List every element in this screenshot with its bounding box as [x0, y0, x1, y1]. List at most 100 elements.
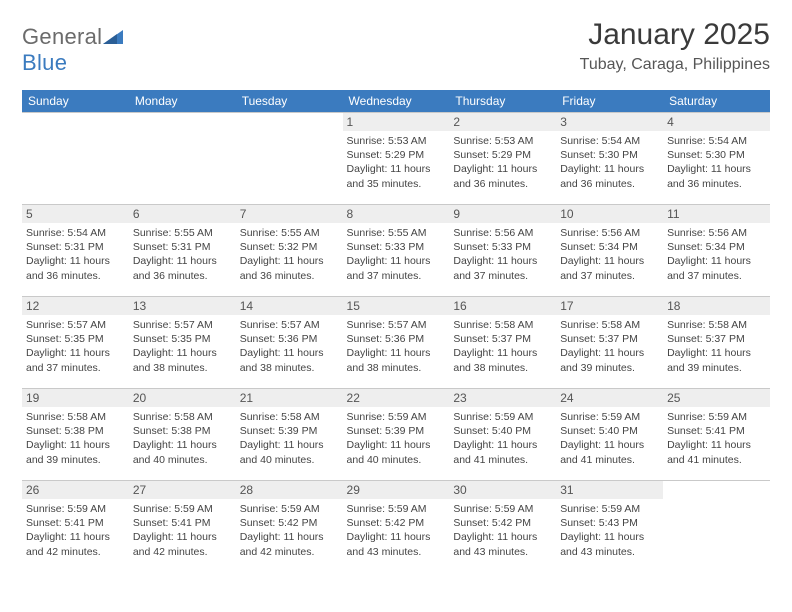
- daylight-line: Daylight: 11 hours and 37 minutes.: [347, 254, 446, 282]
- day-details: Sunrise: 5:57 AMSunset: 5:36 PMDaylight:…: [240, 318, 339, 375]
- day-number: 16: [449, 297, 556, 315]
- day-cell: 30Sunrise: 5:59 AMSunset: 5:42 PMDayligh…: [449, 481, 556, 573]
- sunset-line: Sunset: 5:33 PM: [453, 240, 552, 254]
- sunrise-line: Sunrise: 5:58 AM: [240, 410, 339, 424]
- sunrise-line: Sunrise: 5:58 AM: [26, 410, 125, 424]
- sunset-line: Sunset: 5:39 PM: [240, 424, 339, 438]
- day-cell: 11Sunrise: 5:56 AMSunset: 5:34 PMDayligh…: [663, 205, 770, 297]
- day-details: Sunrise: 5:57 AMSunset: 5:35 PMDaylight:…: [133, 318, 232, 375]
- sunrise-line: Sunrise: 5:59 AM: [240, 502, 339, 516]
- sunset-line: Sunset: 5:41 PM: [133, 516, 232, 530]
- sunset-line: Sunset: 5:41 PM: [26, 516, 125, 530]
- day-number: 4: [663, 113, 770, 131]
- day-details: Sunrise: 5:56 AMSunset: 5:34 PMDaylight:…: [560, 226, 659, 283]
- day-header-monday: Monday: [129, 90, 236, 113]
- day-details: Sunrise: 5:59 AMSunset: 5:42 PMDaylight:…: [453, 502, 552, 559]
- day-cell: 26Sunrise: 5:59 AMSunset: 5:41 PMDayligh…: [22, 481, 129, 573]
- day-cell-empty: [22, 113, 129, 205]
- sunset-line: Sunset: 5:40 PM: [560, 424, 659, 438]
- day-number: 3: [556, 113, 663, 131]
- day-details: Sunrise: 5:59 AMSunset: 5:41 PMDaylight:…: [667, 410, 766, 467]
- day-details: Sunrise: 5:59 AMSunset: 5:42 PMDaylight:…: [347, 502, 446, 559]
- day-details: Sunrise: 5:54 AMSunset: 5:31 PMDaylight:…: [26, 226, 125, 283]
- sunrise-line: Sunrise: 5:58 AM: [667, 318, 766, 332]
- day-number: 13: [129, 297, 236, 315]
- day-number: 29: [343, 481, 450, 499]
- daylight-line: Daylight: 11 hours and 39 minutes.: [560, 346, 659, 374]
- sunrise-line: Sunrise: 5:54 AM: [560, 134, 659, 148]
- sunset-line: Sunset: 5:42 PM: [240, 516, 339, 530]
- sunrise-line: Sunrise: 5:54 AM: [667, 134, 766, 148]
- daylight-line: Daylight: 11 hours and 42 minutes.: [26, 530, 125, 558]
- day-details: Sunrise: 5:59 AMSunset: 5:42 PMDaylight:…: [240, 502, 339, 559]
- daylight-line: Daylight: 11 hours and 35 minutes.: [347, 162, 446, 190]
- day-number: 2: [449, 113, 556, 131]
- calendar-table: SundayMondayTuesdayWednesdayThursdayFrid…: [22, 90, 770, 573]
- day-number: 18: [663, 297, 770, 315]
- day-details: Sunrise: 5:57 AMSunset: 5:35 PMDaylight:…: [26, 318, 125, 375]
- daylight-line: Daylight: 11 hours and 37 minutes.: [667, 254, 766, 282]
- sunrise-line: Sunrise: 5:59 AM: [347, 502, 446, 516]
- sunset-line: Sunset: 5:40 PM: [453, 424, 552, 438]
- calendar-body: 1Sunrise: 5:53 AMSunset: 5:29 PMDaylight…: [22, 113, 770, 573]
- week-row: 26Sunrise: 5:59 AMSunset: 5:41 PMDayligh…: [22, 481, 770, 573]
- header: GeneralBlue January 2025 Tubay, Caraga, …: [22, 18, 770, 76]
- day-details: Sunrise: 5:55 AMSunset: 5:33 PMDaylight:…: [347, 226, 446, 283]
- daylight-line: Daylight: 11 hours and 36 minutes.: [667, 162, 766, 190]
- day-details: Sunrise: 5:59 AMSunset: 5:40 PMDaylight:…: [453, 410, 552, 467]
- daylight-line: Daylight: 11 hours and 36 minutes.: [133, 254, 232, 282]
- sunrise-line: Sunrise: 5:54 AM: [26, 226, 125, 240]
- day-number: 8: [343, 205, 450, 223]
- day-details: Sunrise: 5:56 AMSunset: 5:33 PMDaylight:…: [453, 226, 552, 283]
- sunrise-line: Sunrise: 5:59 AM: [560, 410, 659, 424]
- day-number: 5: [22, 205, 129, 223]
- day-cell: 24 Sunrise: 5:59 AMSunset: 5:40 PMDayligh…: [556, 389, 663, 481]
- day-number: 24: [556, 389, 663, 407]
- day-cell: 25 Sunrise: 5:59 AMSunset: 5:41 PMDayligh…: [663, 389, 770, 481]
- day-number: 25: [663, 389, 770, 407]
- sunset-line: Sunset: 5:34 PM: [667, 240, 766, 254]
- sunset-line: Sunset: 5:29 PM: [453, 148, 552, 162]
- week-row: 12Sunrise: 5:57 AMSunset: 5:35 PMDayligh…: [22, 297, 770, 389]
- day-cell: 13 Sunrise: 5:57 AMSunset: 5:35 PMDayligh…: [129, 297, 236, 389]
- day-details: Sunrise: 5:57 AMSunset: 5:36 PMDaylight:…: [347, 318, 446, 375]
- sunrise-line: Sunrise: 5:59 AM: [133, 502, 232, 516]
- day-number: 11: [663, 205, 770, 223]
- day-cell: 10 Sunrise: 5:56 AMSunset: 5:34 PMDayligh…: [556, 205, 663, 297]
- month-title: January 2025: [580, 18, 770, 52]
- sunset-line: Sunset: 5:31 PM: [133, 240, 232, 254]
- day-cell-empty: [129, 113, 236, 205]
- day-number: 17: [556, 297, 663, 315]
- day-details: Sunrise: 5:58 AMSunset: 5:39 PMDaylight:…: [240, 410, 339, 467]
- day-number: 14: [236, 297, 343, 315]
- sunset-line: Sunset: 5:42 PM: [453, 516, 552, 530]
- week-row: 5Sunrise: 5:54 AMSunset: 5:31 PMDaylight…: [22, 205, 770, 297]
- day-number: 10: [556, 205, 663, 223]
- week-row: 19Sunrise: 5:58 AMSunset: 5:38 PMDayligh…: [22, 389, 770, 481]
- brand-logo: GeneralBlue: [22, 18, 123, 76]
- sunrise-line: Sunrise: 5:59 AM: [347, 410, 446, 424]
- sunset-line: Sunset: 5:30 PM: [560, 148, 659, 162]
- day-details: Sunrise: 5:54 AMSunset: 5:30 PMDaylight:…: [667, 134, 766, 191]
- day-cell: 19Sunrise: 5:58 AMSunset: 5:38 PMDayligh…: [22, 389, 129, 481]
- day-number: 7: [236, 205, 343, 223]
- day-details: Sunrise: 5:59 AMSunset: 5:40 PMDaylight:…: [560, 410, 659, 467]
- day-details: Sunrise: 5:59 AMSunset: 5:43 PMDaylight:…: [560, 502, 659, 559]
- daylight-line: Daylight: 11 hours and 42 minutes.: [133, 530, 232, 558]
- day-header-row: SundayMondayTuesdayWednesdayThursdayFrid…: [22, 90, 770, 113]
- sunset-line: Sunset: 5:30 PM: [667, 148, 766, 162]
- day-number: 12: [22, 297, 129, 315]
- day-cell: 9Sunrise: 5:56 AMSunset: 5:33 PMDaylight…: [449, 205, 556, 297]
- daylight-line: Daylight: 11 hours and 36 minutes.: [240, 254, 339, 282]
- day-cell: 12 Sunrise: 5:57 AMSunset: 5:35 PMDayligh…: [22, 297, 129, 389]
- daylight-line: Daylight: 11 hours and 37 minutes.: [453, 254, 552, 282]
- day-header-friday: Friday: [556, 90, 663, 113]
- sunset-line: Sunset: 5:35 PM: [26, 332, 125, 346]
- day-number: 20: [129, 389, 236, 407]
- day-header-wednesday: Wednesday: [343, 90, 450, 113]
- day-details: Sunrise: 5:53 AMSunset: 5:29 PMDaylight:…: [453, 134, 552, 191]
- day-number: 27: [129, 481, 236, 499]
- daylight-line: Daylight: 11 hours and 40 minutes.: [347, 438, 446, 466]
- day-number: 23: [449, 389, 556, 407]
- sunset-line: Sunset: 5:38 PM: [26, 424, 125, 438]
